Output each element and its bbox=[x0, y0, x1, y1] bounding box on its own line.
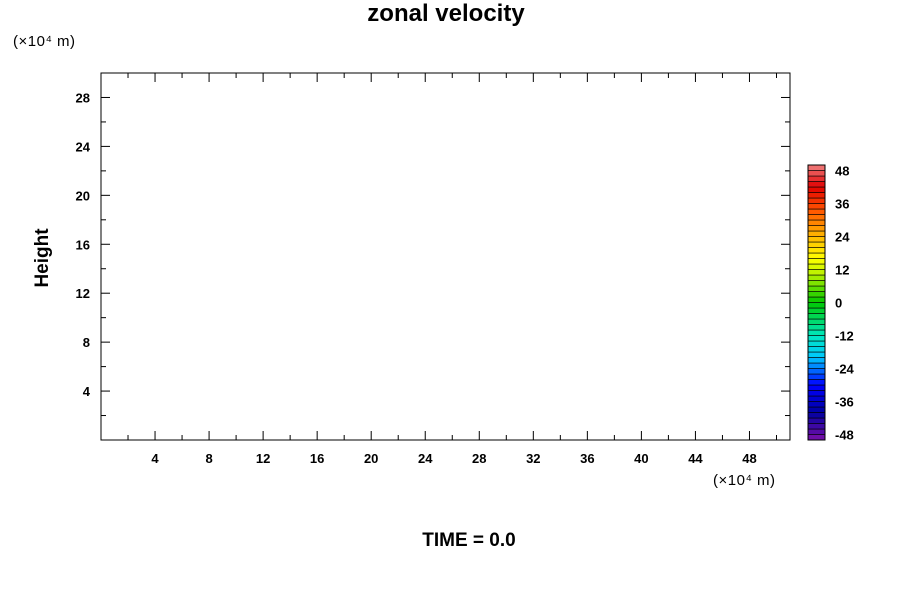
x-tick-label: 28 bbox=[472, 451, 486, 466]
colorbar-cell bbox=[807, 280, 826, 287]
colorbar-cell bbox=[807, 340, 826, 347]
chart-title: zonal velocity bbox=[367, 0, 525, 27]
colorbar-cell bbox=[807, 417, 826, 424]
colorbar-cell bbox=[807, 362, 826, 369]
x-tick-label: 24 bbox=[418, 451, 433, 466]
colorbar-cell bbox=[807, 329, 826, 336]
colorbar-cell bbox=[807, 208, 826, 215]
colorbar-frame bbox=[807, 164, 826, 441]
colorbar-cell bbox=[807, 324, 826, 331]
x-tick-label: 36 bbox=[580, 451, 594, 466]
colorbar-cell bbox=[807, 214, 826, 221]
x-tick-label: 32 bbox=[526, 451, 540, 466]
y-axis-unit-label: (×10⁴ m) bbox=[13, 33, 76, 50]
colorbar-cell bbox=[807, 373, 826, 380]
colorbar-cell bbox=[807, 285, 826, 292]
colorbar-cell bbox=[807, 423, 826, 430]
plot-frame bbox=[100, 72, 791, 441]
colorbar-cell bbox=[807, 412, 826, 419]
colorbar-cell bbox=[807, 379, 826, 386]
colorbar-cell bbox=[807, 351, 826, 358]
x-tick-label: 4 bbox=[151, 451, 159, 466]
colorbar-cell bbox=[807, 236, 826, 243]
colorbar-tick-label: 24 bbox=[835, 230, 850, 245]
x-tick-label: 44 bbox=[688, 451, 703, 466]
colorbar-cell bbox=[807, 164, 826, 171]
colorbar-tick-label: 36 bbox=[835, 197, 849, 212]
colorbar-cell bbox=[807, 318, 826, 325]
colorbar-tick-label: -36 bbox=[835, 395, 854, 410]
colorbar-cell bbox=[807, 428, 826, 435]
colorbar-tick-label: -24 bbox=[835, 362, 855, 377]
colorbar-cell bbox=[807, 368, 826, 375]
colorbar-cell bbox=[807, 181, 826, 188]
colorbar-cell bbox=[807, 390, 826, 397]
colorbar-cell bbox=[807, 263, 826, 270]
colorbar-cell bbox=[807, 296, 826, 303]
y-tick-label: 20 bbox=[76, 188, 90, 203]
x-axis-unit-label: (×10⁴ m) bbox=[713, 472, 776, 489]
y-axis-ticks: 4 8 12 16 20 24 28 bbox=[76, 90, 790, 417]
x-tick-label: 40 bbox=[634, 451, 648, 466]
y-tick-label: 16 bbox=[76, 237, 90, 252]
colorbar-tick-label: 48 bbox=[835, 164, 849, 179]
colorbar-cell bbox=[807, 335, 826, 342]
colorbar-cell bbox=[807, 269, 826, 276]
colorbar-cell bbox=[807, 252, 826, 259]
colorbar-cell bbox=[807, 313, 826, 320]
colorbar-cell bbox=[807, 346, 826, 353]
colorbar-cell bbox=[807, 170, 826, 177]
colorbar-cell bbox=[807, 357, 826, 364]
colorbar-cell bbox=[807, 197, 826, 204]
colorbar-cell bbox=[807, 225, 826, 232]
x-tick-label: 20 bbox=[364, 451, 378, 466]
x-tick-label: 8 bbox=[205, 451, 212, 466]
colorbar-tick-label: 12 bbox=[835, 263, 849, 278]
colorbar-cell bbox=[807, 384, 826, 391]
x-tick-label: 12 bbox=[256, 451, 270, 466]
colorbar-cell bbox=[807, 258, 826, 265]
colorbar-cell bbox=[807, 434, 826, 441]
colorbar-cell bbox=[807, 175, 826, 182]
colorbar-cell bbox=[807, 230, 826, 237]
colorbar-cell bbox=[807, 274, 826, 281]
time-label: TIME = 0.0 bbox=[422, 530, 516, 551]
colorbar-cell bbox=[807, 406, 826, 413]
y-tick-label: 28 bbox=[76, 90, 90, 105]
x-tick-label: 48 bbox=[742, 451, 756, 466]
x-axis-ticks: 4 8 12 16 20 24 28 32 36 40 44 48 bbox=[127, 73, 777, 466]
colorbar-cell bbox=[807, 203, 826, 210]
colorbar-tick-label: 0 bbox=[835, 296, 842, 311]
colorbar-cell bbox=[807, 401, 826, 408]
colorbar-cell bbox=[807, 192, 826, 199]
x-tick-label: 16 bbox=[310, 451, 324, 466]
y-tick-label: 24 bbox=[76, 139, 91, 154]
colorbar-cell bbox=[807, 241, 826, 248]
colorbar-cell bbox=[807, 247, 826, 254]
colorbar-tick-label: -12 bbox=[835, 329, 854, 344]
colorbar-cell bbox=[807, 219, 826, 226]
y-tick-label: 4 bbox=[83, 384, 91, 399]
colorbar-cell bbox=[807, 291, 826, 298]
y-tick-label: 8 bbox=[83, 335, 90, 350]
colorbar-cell bbox=[807, 307, 826, 314]
colorbar: 48 36 24 12 0 -12 -24 -36 -48 bbox=[807, 164, 855, 443]
colorbar-tick-label: -48 bbox=[835, 428, 854, 443]
y-tick-label: 12 bbox=[76, 286, 90, 301]
colorbar-cell bbox=[807, 302, 826, 309]
colorbar-cell bbox=[807, 395, 826, 402]
colorbar-cell bbox=[807, 186, 826, 193]
